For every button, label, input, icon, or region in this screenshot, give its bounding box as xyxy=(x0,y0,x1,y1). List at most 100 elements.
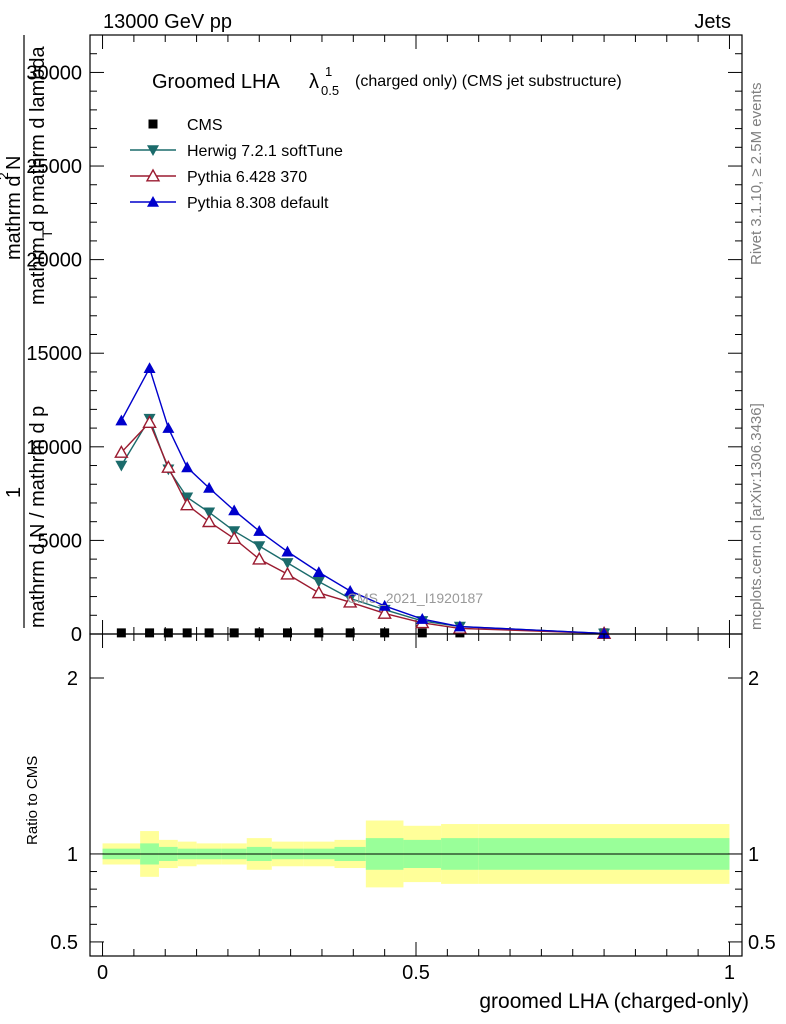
title-main: Groomed LHA xyxy=(152,71,280,93)
ratio-panel: 0.512 0.512 0 0.5 1 Ratio to CMS groomed L… xyxy=(24,633,776,1013)
series-0 xyxy=(116,628,609,638)
data-point xyxy=(163,628,173,638)
data-point xyxy=(416,613,429,624)
y-tick-label: 0 xyxy=(71,624,82,646)
ylabel-numerator: mathrm d N xyxy=(3,156,25,260)
series-3 xyxy=(115,362,611,639)
ylabel-denominator: mathrm d N / mathrm d p xyxy=(27,406,49,628)
ratio-y-tick-label-right: 2 xyxy=(748,668,759,690)
data-point xyxy=(142,415,157,428)
data-point xyxy=(179,497,195,511)
data-point xyxy=(281,545,294,557)
data-point xyxy=(345,628,355,638)
y-tick-label: 15000 xyxy=(26,343,82,365)
data-point xyxy=(311,585,327,599)
title-rest: (charged only) (CMS jet substructure) xyxy=(355,73,622,90)
data-point xyxy=(253,525,266,536)
title-sup: 1 xyxy=(325,64,332,79)
data-point xyxy=(378,599,391,611)
title-sub: 0.5 xyxy=(321,83,339,98)
ylabel-d-lambda: mathrm d p xyxy=(27,204,49,305)
data-point xyxy=(145,628,155,638)
ylabel-lambda: mathrm d lambda xyxy=(27,46,49,202)
ratio-y-tick-label-right: 0.5 xyxy=(748,932,776,954)
y-tick-label: 20000 xyxy=(26,250,82,272)
data-point xyxy=(201,514,217,528)
legend-label: Pythia 8.308 default xyxy=(187,195,329,212)
data-point xyxy=(229,628,239,638)
legend: CMS Herwig 7.2.1 softTune Pythia 6.428 370… xyxy=(130,117,343,212)
data-point xyxy=(162,422,175,433)
data-point xyxy=(114,444,129,458)
x-tick-label: 1 xyxy=(724,962,735,984)
header-right-label: Jets xyxy=(694,11,731,33)
data-point xyxy=(143,362,156,373)
legend-entry: Herwig 7.2.1 softTune xyxy=(130,143,343,160)
data-point xyxy=(116,628,126,638)
ylabel-one: 1 xyxy=(3,487,25,498)
data-point xyxy=(312,576,325,588)
data-point xyxy=(380,628,390,638)
data-point xyxy=(417,628,427,638)
data-point xyxy=(204,628,214,638)
data-point xyxy=(147,145,159,156)
data-point xyxy=(254,628,264,638)
data-point xyxy=(228,504,241,516)
main-y-tick-labels: 0 5000 10000 15000 20000 25000 30000 xyxy=(26,62,82,646)
data-point xyxy=(344,584,357,596)
data-point xyxy=(253,541,266,553)
main-panel: 0 5000 10000 15000 20000 25000 30000 CMS_2021_… xyxy=(0,34,743,646)
ratio-axis-ticks xyxy=(90,634,742,956)
ratio-y-axis-label: Ratio to CMS xyxy=(24,756,41,845)
data-point xyxy=(342,594,358,608)
series-line xyxy=(120,421,605,635)
data-point xyxy=(280,566,295,580)
data-point xyxy=(203,481,216,493)
data-point xyxy=(598,627,611,639)
main-series-group xyxy=(114,362,612,640)
ratio-y-tick-label: 2 xyxy=(67,668,78,690)
ratio-y-tick-label: 0.5 xyxy=(50,932,78,954)
data-point xyxy=(148,119,158,129)
x-tick-label: 0 xyxy=(97,962,108,984)
data-point xyxy=(314,628,324,638)
data-point xyxy=(453,620,466,632)
data-point xyxy=(115,460,128,472)
data-point xyxy=(282,628,292,638)
ratio-y-tick-label-right: 1 xyxy=(748,844,759,866)
header-left-label: 13000 GeV pp xyxy=(103,11,232,33)
data-point xyxy=(227,531,242,545)
x-axis-label: groomed LHA (charged-only) xyxy=(479,990,749,1013)
data-point xyxy=(377,605,392,619)
data-point xyxy=(312,566,325,578)
data-point xyxy=(147,196,159,207)
title-symbol: λ xyxy=(309,71,319,93)
data-point xyxy=(252,551,267,565)
legend-entry: Pythia 8.308 default xyxy=(130,195,329,212)
data-point xyxy=(281,558,294,569)
y-tick-label: 25000 xyxy=(26,156,82,178)
mcplots-label: mcplots.cern.ch [arXiv:1306.3436] xyxy=(748,403,765,630)
legend-label: CMS xyxy=(187,117,223,134)
data-point xyxy=(161,459,176,473)
ratio-y-tick-labels-right: 0.5 1 2 xyxy=(748,668,776,954)
data-point xyxy=(203,507,216,519)
data-point xyxy=(181,461,194,473)
legend-label: Pythia 6.428 370 xyxy=(187,169,307,186)
y-tick-label: 5000 xyxy=(38,530,83,552)
ratio-y-tick-labels: 0.5 1 2 xyxy=(50,668,78,954)
legend-entry: Pythia 6.428 370 xyxy=(130,168,307,186)
legend-label: Herwig 7.2.1 softTune xyxy=(187,143,343,160)
x-tick-label: 0.5 xyxy=(402,962,430,984)
rivet-version-label: Rivet 3.1.10, ≥ 2.5M events xyxy=(748,83,765,266)
data-point xyxy=(182,628,192,638)
ylabel-power: 2 xyxy=(0,172,11,180)
legend-entry: CMS xyxy=(148,117,223,134)
series-line xyxy=(120,366,605,635)
watermark-label: CMS_2021_I1920187 xyxy=(347,590,483,606)
ratio-y-tick-label: 1 xyxy=(67,844,78,866)
main-y-axis-label: 1 mathrm d N / mathrm d p mathrm d p mat… xyxy=(0,35,55,628)
data-point xyxy=(145,168,161,182)
x-tick-labels: 0 0.5 1 xyxy=(97,962,735,984)
